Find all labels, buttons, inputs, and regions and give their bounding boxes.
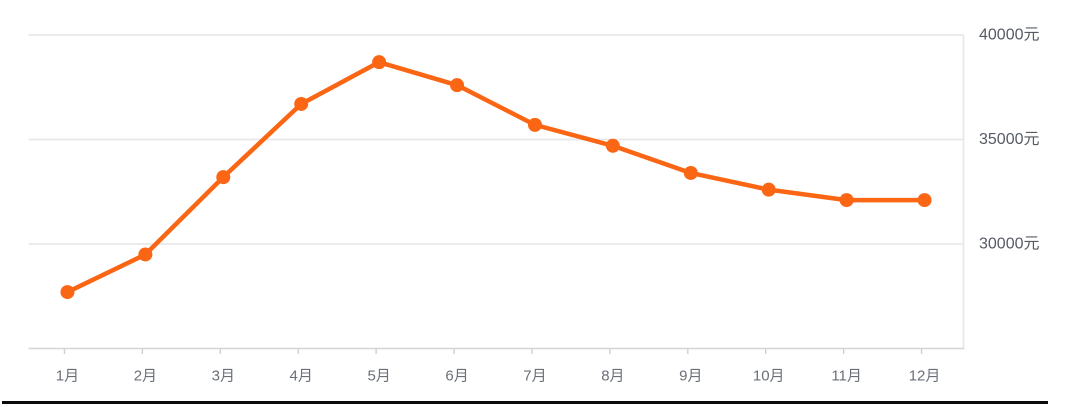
- x-axis-label: 5月: [367, 368, 390, 385]
- data-point[interactable]: [605, 138, 620, 153]
- data-point[interactable]: [839, 193, 854, 208]
- bottom-divider: [2, 401, 1048, 404]
- x-axis-label: 12月: [909, 368, 941, 385]
- x-axis-label: 2月: [134, 368, 157, 385]
- x-axis-label: 6月: [445, 368, 468, 385]
- x-axis-label: 3月: [212, 368, 235, 385]
- data-point[interactable]: [527, 117, 542, 132]
- data-point[interactable]: [372, 55, 387, 70]
- price-line: [65, 59, 927, 295]
- x-axis-label: 4月: [290, 368, 313, 385]
- data-point[interactable]: [60, 285, 75, 300]
- x-axis-label: 9月: [679, 368, 702, 385]
- x-axis-label: 10月: [753, 368, 785, 385]
- data-point[interactable]: [294, 96, 309, 111]
- data-point[interactable]: [761, 182, 776, 197]
- x-axis-label: 11月: [831, 368, 862, 385]
- data-point[interactable]: [683, 165, 698, 180]
- x-axis-label: 1月: [56, 368, 79, 385]
- x-axis-label: 7月: [523, 368, 546, 385]
- data-point[interactable]: [138, 247, 153, 262]
- data-point[interactable]: [216, 170, 231, 185]
- x-axis-label: 8月: [601, 368, 624, 385]
- y-axis-label: 35000元: [979, 131, 1040, 148]
- data-point[interactable]: [917, 193, 932, 208]
- y-axis-label: 40000元: [979, 27, 1040, 44]
- data-point[interactable]: [450, 78, 465, 93]
- y-axis-label: 30000元: [979, 236, 1040, 253]
